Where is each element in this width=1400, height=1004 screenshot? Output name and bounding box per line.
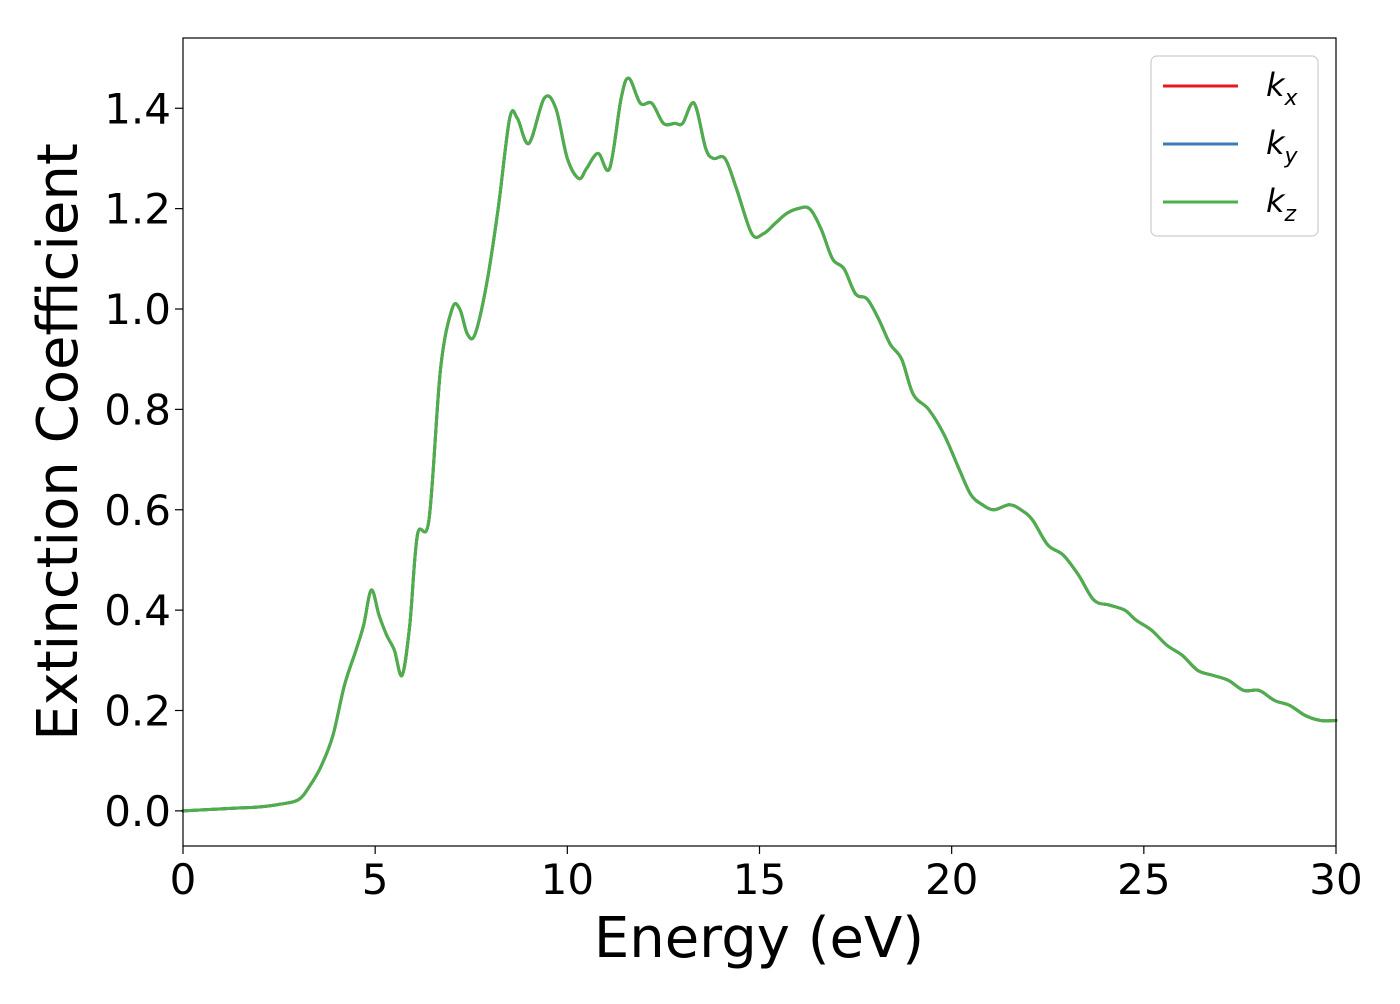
y-axis-title: Extinction Coefficient — [26, 143, 91, 741]
y-tick-label: 0.6 — [104, 486, 171, 535]
y-tick-label: 1.2 — [104, 185, 171, 234]
y-tick-label: 0.4 — [104, 586, 171, 635]
x-ticks: 0 5 10 15 20 25 30 — [170, 846, 1363, 904]
series-layer — [181, 76, 1338, 813]
series-line-k-z — [181, 76, 1338, 813]
x-tick-label: 25 — [1117, 855, 1170, 904]
legend-frame — [1150, 55, 1319, 237]
y-tick-label: 0.2 — [104, 686, 171, 735]
y-tick-label: 1.4 — [104, 84, 171, 133]
y-tick-label: 0.0 — [104, 787, 171, 836]
legend-label-ky: ky — [1266, 124, 1299, 169]
legend: kx ky kz — [1150, 55, 1319, 237]
y-tick-label: 1.0 — [104, 285, 171, 334]
y-ticks: 0.0 0.2 0.4 0.6 0.8 1.0 1.2 1.4 — [104, 84, 183, 836]
x-tick-label: 20 — [925, 855, 978, 904]
x-tick-label: 0 — [170, 855, 197, 904]
y-tick-label: 0.8 — [104, 385, 171, 434]
x-tick-label: 30 — [1309, 855, 1362, 904]
legend-label-kx: kx — [1266, 66, 1299, 111]
x-axis-title: Energy (eV) — [594, 906, 924, 971]
x-tick-label: 15 — [733, 855, 786, 904]
legend-label-kz: kz — [1266, 182, 1297, 227]
x-tick-label: 5 — [362, 855, 389, 904]
legend-items: kx ky kz — [1163, 66, 1299, 227]
x-tick-label: 10 — [541, 855, 594, 904]
